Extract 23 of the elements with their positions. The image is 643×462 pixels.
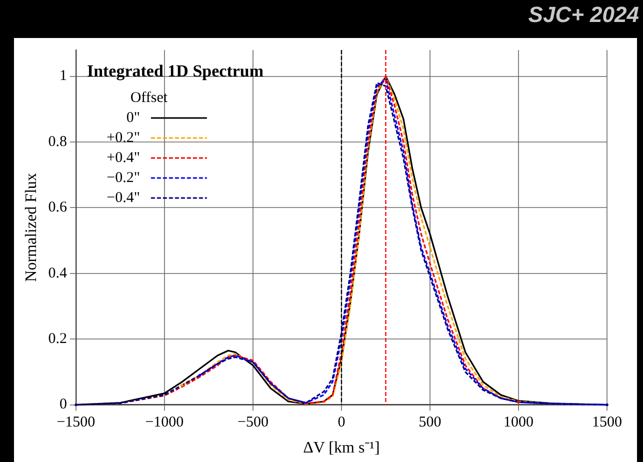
x-tick-label: −1000 xyxy=(145,414,184,431)
legend-label: −0.4" xyxy=(106,190,140,206)
y-tick-label: 0 xyxy=(59,396,67,413)
y-tick-label: 0.2 xyxy=(48,331,67,348)
y-tick-label: 0.8 xyxy=(48,134,67,150)
legend-label: −0.2" xyxy=(106,170,140,186)
legend-label: 0" xyxy=(126,110,140,126)
y-tick-label: 1 xyxy=(59,68,67,84)
y-axis-title: Normalized Flux xyxy=(22,172,40,282)
text: SJC+ 2024 xyxy=(528,2,639,28)
x-tick-label: 0 xyxy=(338,414,346,431)
y-tick-label: 0.6 xyxy=(48,200,68,216)
y-tick-label: 0.4 xyxy=(48,265,68,282)
legend-label: +0.2" xyxy=(106,130,140,146)
x-tick-label: −1500 xyxy=(56,414,96,431)
x-tick-label: −500 xyxy=(237,414,268,431)
x-tick-label: 1500 xyxy=(592,414,622,431)
text: Integrated 1D Spectrum xyxy=(86,61,264,80)
x-tick-label: 1000 xyxy=(503,414,534,431)
legend-label: +0.4" xyxy=(106,150,140,166)
x-axis-title: ΔV [km s⁻¹] xyxy=(303,440,380,457)
x-tick-label: 500 xyxy=(418,414,442,431)
legend-title: Offset xyxy=(130,90,168,106)
